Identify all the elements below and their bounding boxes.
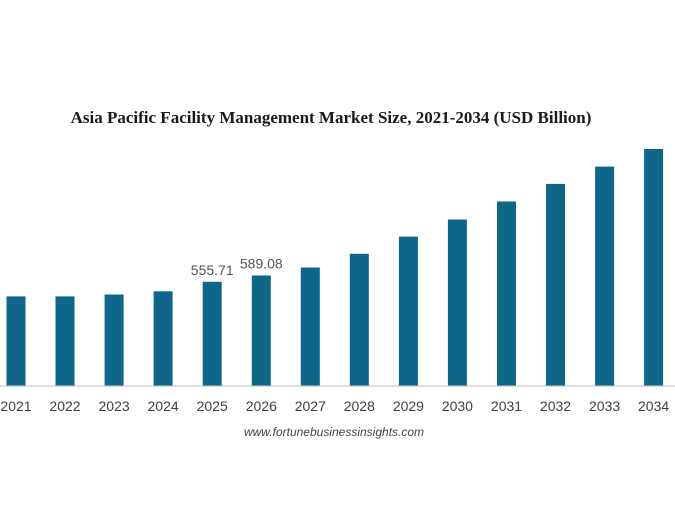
x-tick-label-2030: 2030 — [442, 398, 473, 414]
x-tick-label-2031: 2031 — [491, 398, 522, 414]
bar-2034 — [644, 149, 664, 386]
data-labels: 555.71 589.08 — [191, 256, 283, 278]
x-tick-label-2026: 2026 — [246, 398, 277, 414]
data-label-2026: 589.08 — [240, 256, 283, 272]
source-text: www.fortunebusinessinsights.com — [244, 425, 424, 439]
x-tick-label-2027: 2027 — [295, 398, 326, 414]
bar-2027 — [300, 267, 320, 386]
bar-2032 — [546, 183, 565, 386]
bar-2025 — [202, 281, 222, 386]
x-tick-label-2024: 2024 — [148, 398, 179, 414]
x-tick-label-2028: 2028 — [344, 398, 375, 414]
x-tick-label-2023: 2023 — [99, 398, 130, 414]
x-tick-label-2033: 2033 — [589, 398, 620, 414]
bars-group — [6, 149, 664, 386]
bar-2026 — [251, 275, 271, 386]
x-tick-label-2025: 2025 — [197, 398, 228, 414]
chart-title: Asia Pacific Facility Management Market … — [71, 108, 592, 127]
x-tick-label-2022: 2022 — [49, 398, 80, 414]
x-tick-label-2032: 2032 — [540, 398, 571, 414]
bar-2022 — [55, 296, 75, 386]
bar-2024 — [153, 291, 173, 386]
x-tick-labels: 2021 2022 2023 2024 2025 2026 2027 2028 2029 2030… — [0, 398, 669, 414]
bar-2033 — [595, 166, 615, 386]
bar-2030 — [447, 219, 467, 386]
bar-2023 — [104, 294, 124, 386]
x-tick-label-2034: 2034 — [638, 398, 669, 414]
x-tick-label-2029: 2029 — [393, 398, 424, 414]
bar-2028 — [349, 253, 369, 386]
bar-2029 — [398, 236, 418, 386]
bar-2021 — [6, 296, 26, 386]
bar-2031 — [497, 201, 516, 386]
x-tick-label-2021: 2021 — [0, 398, 31, 414]
data-label-2025: 555.71 — [191, 262, 234, 278]
